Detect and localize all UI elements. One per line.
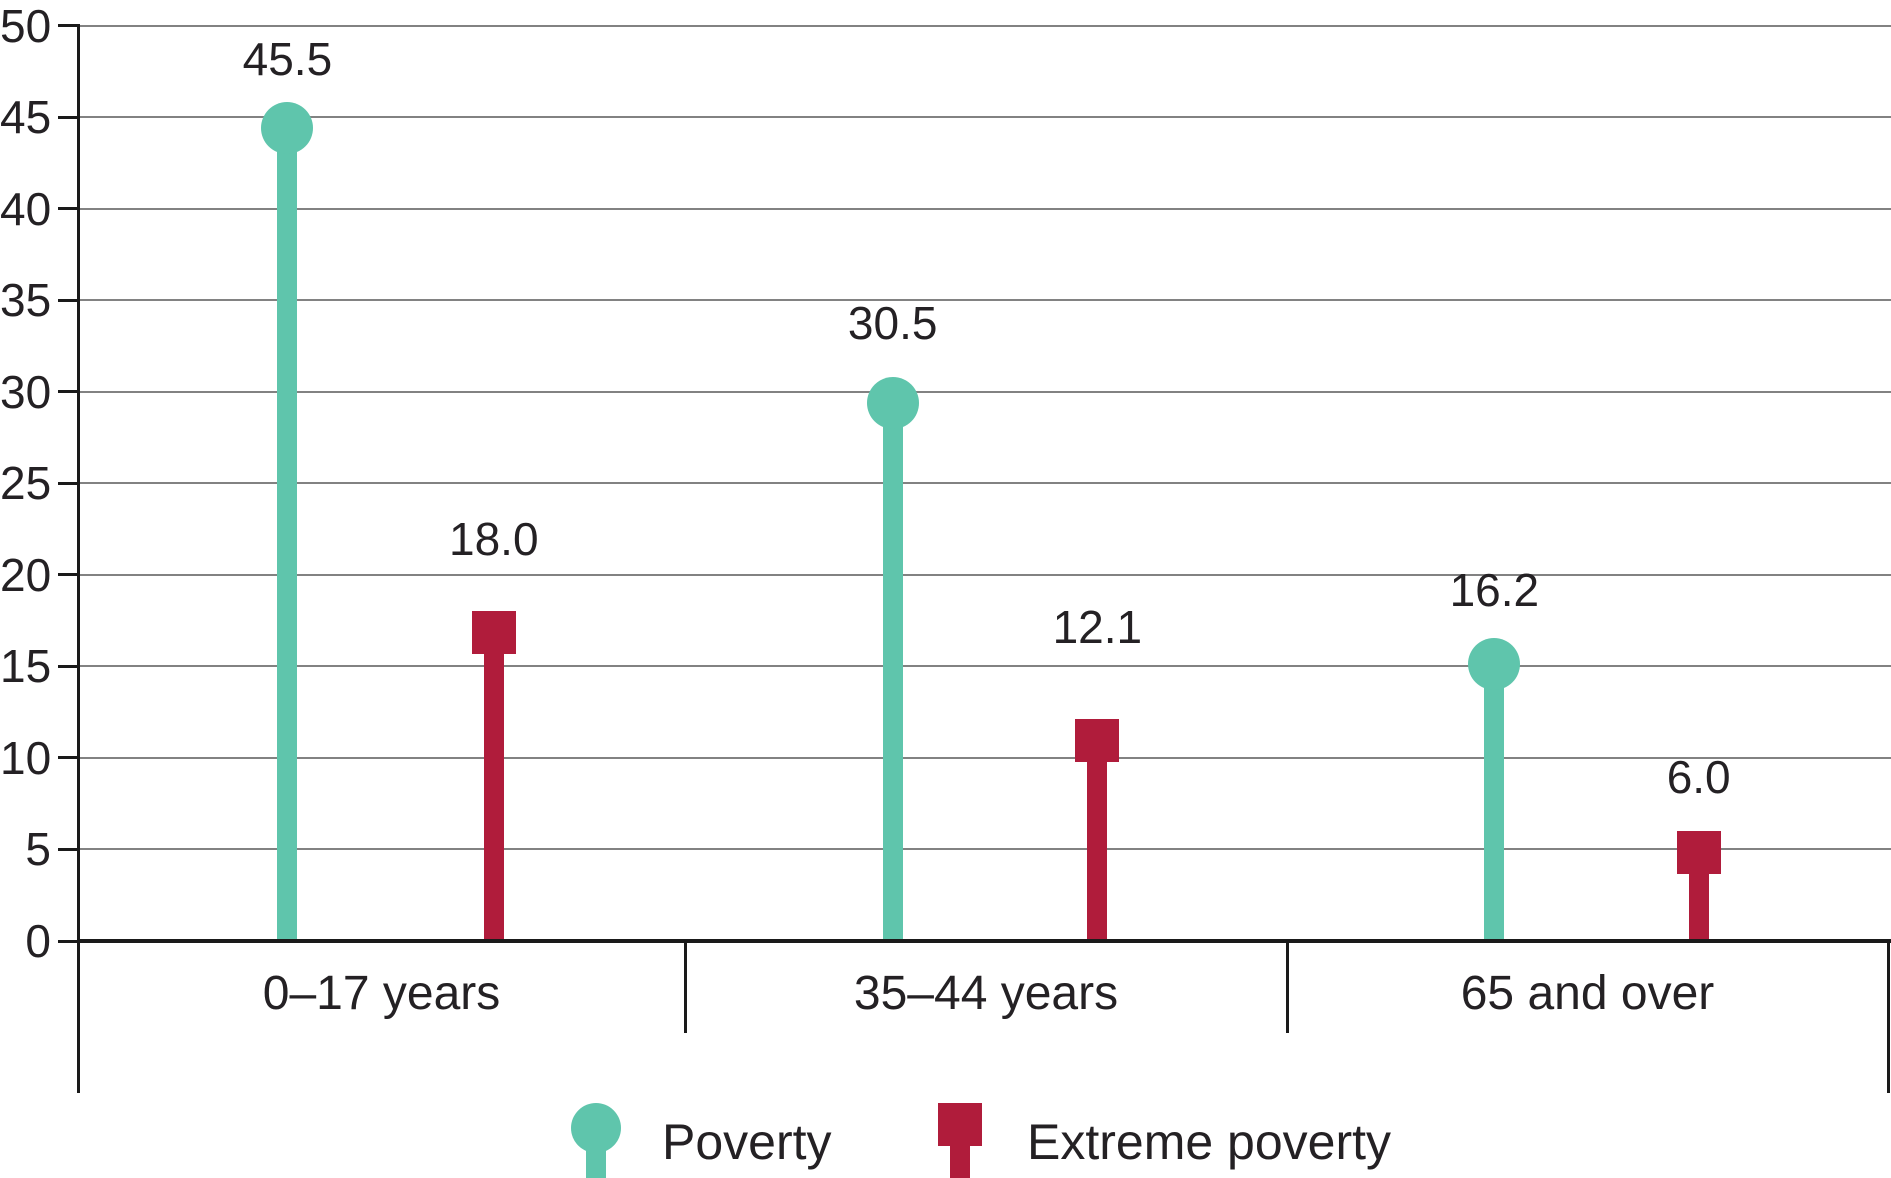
y-axis-line (76, 24, 80, 1093)
gridline (78, 390, 1891, 393)
lollipop-stem-poverty (277, 107, 298, 943)
lollipop-stem-extreme-poverty (1087, 719, 1108, 943)
y-axis-tick (58, 207, 78, 211)
legend-poverty-stem (586, 1144, 606, 1178)
y-axis-tick (58, 24, 78, 27)
value-label-extreme-poverty: 6.0 (1666, 751, 1731, 804)
category-divider (1285, 941, 1289, 1033)
lollipop-marker-poverty (1468, 638, 1521, 691)
y-axis-tick-label: 30 (0, 365, 52, 418)
y-axis-tick (58, 756, 78, 760)
x-axis-line (78, 939, 1891, 943)
gridline (78, 299, 1891, 302)
lollipop-stem-poverty (1484, 644, 1505, 943)
legend-extreme-poverty-square-icon (938, 1103, 982, 1146)
legend-extreme-poverty-stem (950, 1146, 970, 1178)
y-axis-tick (58, 939, 78, 943)
gridline (78, 756, 1891, 759)
gridline (78, 848, 1891, 851)
y-axis-tick-label: 15 (0, 640, 52, 693)
category-label: 0–17 years (262, 967, 501, 1020)
y-axis-tick-label: 10 (0, 731, 52, 784)
lollipop-stem-extreme-poverty (483, 611, 504, 943)
legend-label-extreme-poverty: Extreme poverty (1027, 1114, 1392, 1170)
value-label-extreme-poverty: 12.1 (1052, 601, 1143, 654)
value-label-poverty: 45.5 (242, 32, 333, 85)
y-axis-tick-label: 40 (0, 182, 52, 235)
value-label-extreme-poverty: 18.0 (449, 513, 539, 566)
y-axis-tick-label: 50 (0, 0, 52, 52)
lollipop-marker-poverty (866, 376, 919, 429)
gridline (78, 207, 1891, 210)
y-axis-tick (58, 664, 78, 668)
legend-label-poverty: Poverty (662, 1114, 832, 1170)
category-label: 65 and over (1460, 967, 1715, 1020)
lollipop-marker-poverty (261, 101, 314, 154)
y-axis-tick (58, 481, 78, 485)
gridline (78, 116, 1891, 119)
y-axis-tick-label: 20 (0, 548, 52, 601)
y-axis-tick-label: 5 (25, 823, 51, 876)
category-divider (683, 941, 687, 1033)
value-label-poverty: 16.2 (1449, 564, 1540, 617)
gridline (78, 573, 1891, 576)
lollipop-marker-extreme-poverty (1075, 719, 1120, 763)
gridline (78, 24, 1891, 27)
y-axis-tick-label: 25 (0, 457, 52, 510)
lollipop-stem-poverty (882, 382, 903, 943)
y-axis-tick (58, 847, 78, 851)
y-axis-tick (58, 573, 78, 577)
y-axis-tick-label: 45 (0, 91, 52, 144)
value-label-poverty: 30.5 (847, 296, 938, 349)
lollipop-marker-extreme-poverty (471, 611, 516, 655)
gridline (78, 665, 1891, 668)
category-label: 35–44 years (853, 967, 1119, 1020)
y-axis-tick (58, 115, 78, 119)
y-axis-tick (58, 390, 78, 394)
lollipop-marker-extreme-poverty (1676, 831, 1721, 875)
y-axis-tick-label: 0 (25, 915, 51, 967)
gridline (78, 482, 1891, 485)
y-axis-tick (58, 298, 78, 302)
right-boundary-line (1886, 941, 1890, 1093)
y-axis-tick-label: 35 (0, 274, 52, 327)
